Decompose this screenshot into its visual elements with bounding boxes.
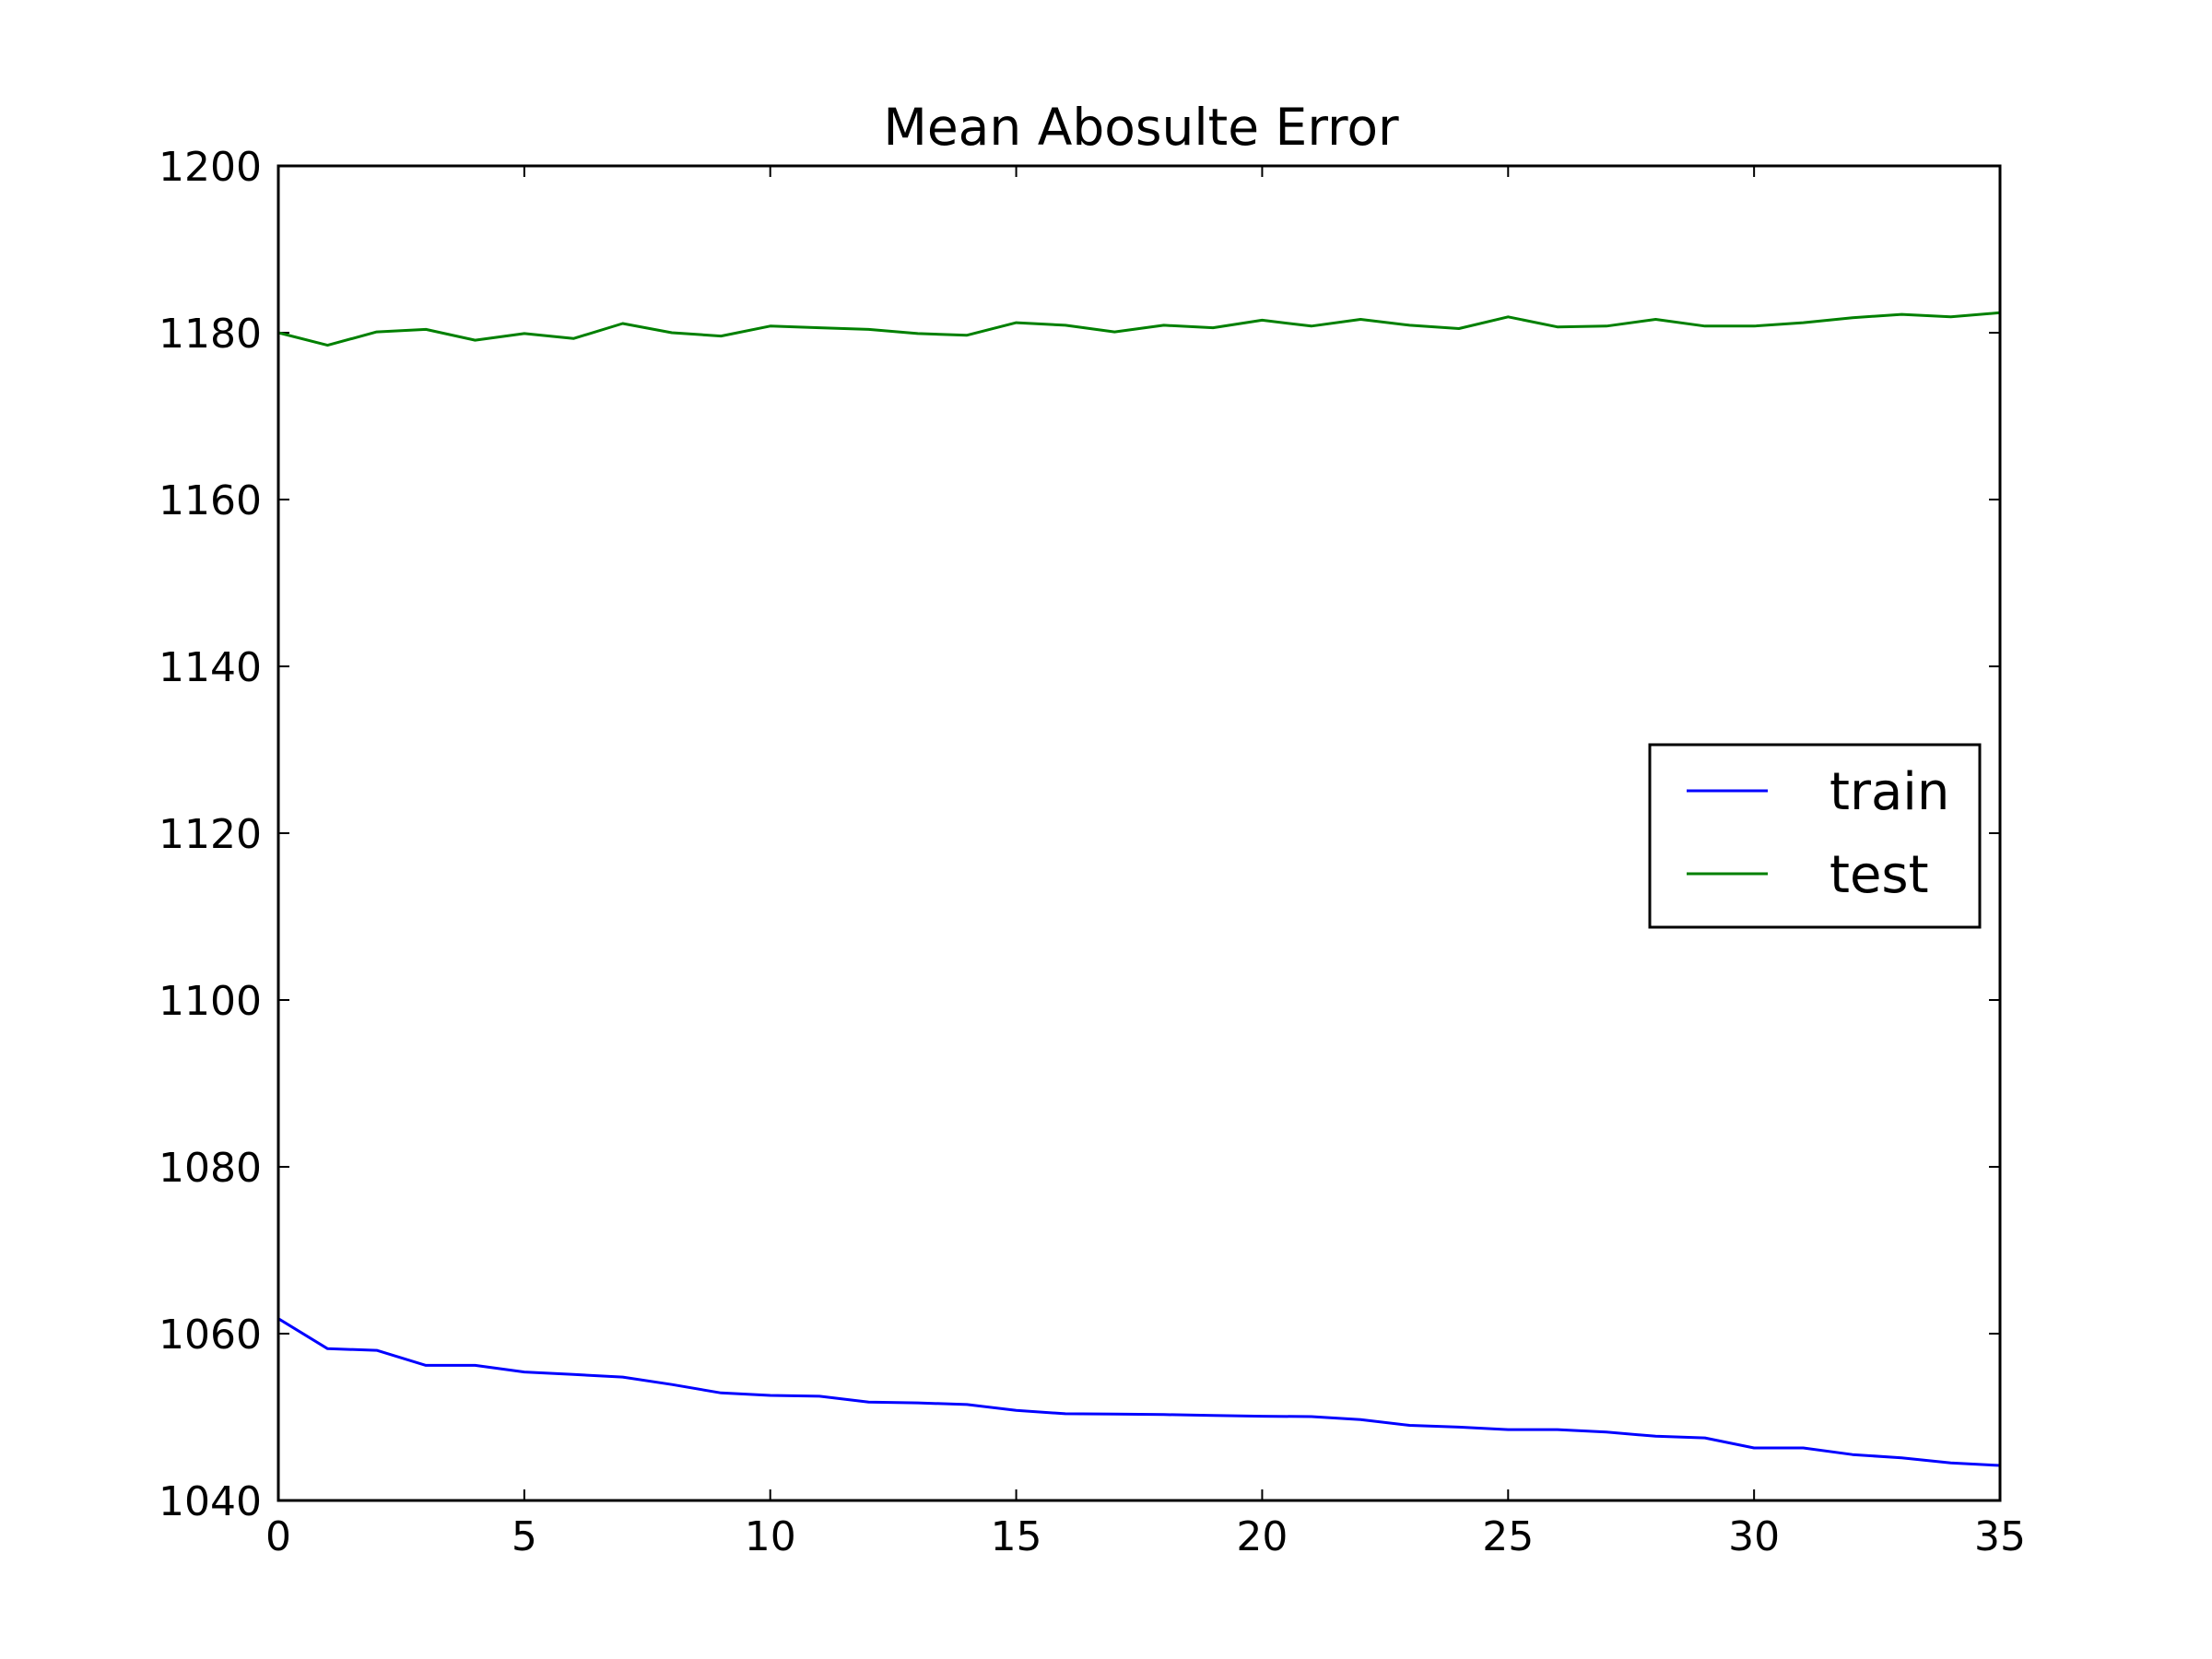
x-tick-label: 5 — [512, 1513, 537, 1560]
y-tick-label: 1140 — [159, 644, 262, 691]
y-tick-label: 1180 — [159, 311, 262, 358]
legend-box — [1648, 743, 1982, 929]
series-line-test — [277, 311, 2001, 347]
x-tick-label: 10 — [745, 1513, 796, 1560]
y-tick-label: 1120 — [159, 811, 262, 858]
x-tick-label: 35 — [1974, 1513, 2026, 1560]
x-tick-label: 25 — [1482, 1513, 1534, 1560]
legend: train test — [1648, 743, 1982, 929]
axes-frame — [276, 164, 2002, 1502]
legend-label-test: test — [1830, 845, 1929, 905]
x-tick-label: 15 — [991, 1513, 1042, 1560]
series-line-train — [277, 1317, 2001, 1467]
y-tick-label: 1080 — [159, 1145, 262, 1192]
x-tick-label: 0 — [265, 1513, 291, 1560]
chart-title: Mean Abosulte Error — [883, 98, 1399, 157]
legend-label-train: train — [1830, 762, 1949, 822]
x-tick-label: 30 — [1728, 1513, 1780, 1560]
x-tick-label: 20 — [1236, 1513, 1288, 1560]
y-tick-label: 1160 — [159, 477, 262, 524]
plot-area: 0 5 10 15 20 25 30 35 1040 1060 1080 1100 1120 1140 11… — [159, 144, 2026, 1560]
y-tick-label: 1040 — [159, 1478, 262, 1525]
y-tick-label: 1060 — [159, 1312, 262, 1359]
y-tick-label: 1200 — [159, 144, 262, 191]
y-tick-label: 1100 — [159, 978, 262, 1025]
